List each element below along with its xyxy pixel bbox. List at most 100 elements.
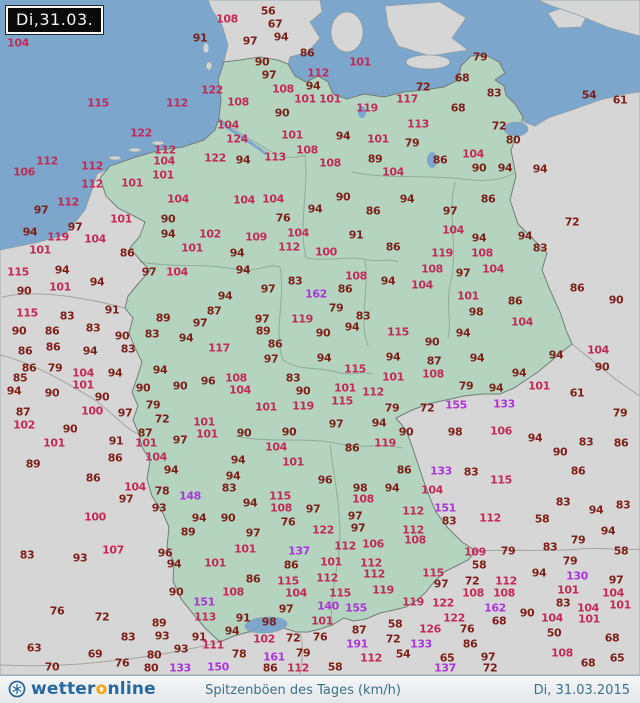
gust-value: 83 xyxy=(19,548,35,562)
gust-value: 104 xyxy=(262,192,284,206)
gust-value: 162 xyxy=(484,601,506,615)
gust-value: 86 xyxy=(432,153,448,167)
gust-value: 137 xyxy=(434,661,456,675)
gust-value: 83 xyxy=(221,481,237,495)
gust-value: 90 xyxy=(274,106,290,120)
gust-value: 101 xyxy=(281,128,303,142)
gust-value: 97 xyxy=(254,312,270,326)
gust-value: 101 xyxy=(294,92,316,106)
gust-value: 108 xyxy=(272,82,294,96)
gust-value: 101 xyxy=(320,555,342,569)
gust-value: 101 xyxy=(282,455,304,469)
gust-value: 97 xyxy=(117,406,133,420)
gust-value: 83 xyxy=(578,435,594,449)
gust-value: 79 xyxy=(145,398,161,412)
gust-value: 83 xyxy=(555,495,571,509)
gust-value: 108 xyxy=(493,586,515,600)
gust-value: 86 xyxy=(569,281,585,295)
gust-value: 94 xyxy=(488,381,504,395)
gust-value: 94 xyxy=(230,453,246,467)
gust-value: 87 xyxy=(351,623,367,637)
gust-value: 112 xyxy=(166,96,188,110)
gust-value: 104 xyxy=(84,232,106,246)
gust-value: 79 xyxy=(404,136,420,150)
gust-value: 89 xyxy=(25,457,41,471)
gust-value: 115 xyxy=(329,586,351,600)
gust-value: 96 xyxy=(317,473,333,487)
gust-value: 113 xyxy=(194,610,216,624)
gust-value: 109 xyxy=(245,230,267,244)
wetteronline-logo[interactable]: wetteronline xyxy=(8,679,156,699)
gust-value: 101 xyxy=(578,612,600,626)
gust-value: 104 xyxy=(541,611,563,625)
gust-value: 90 xyxy=(168,585,184,599)
gust-value: 94 xyxy=(224,624,240,638)
gust-value: 119 xyxy=(47,230,69,244)
gust-value: 108 xyxy=(471,246,493,260)
gust-value: 58 xyxy=(327,660,343,674)
gust-value: 83 xyxy=(615,498,631,512)
gust-value: 150 xyxy=(207,660,229,674)
gust-value: 101 xyxy=(334,381,356,395)
gust-value: 98 xyxy=(352,481,368,495)
gust-value: 104 xyxy=(124,480,146,494)
islands xyxy=(108,0,640,161)
gust-value: 90 xyxy=(236,426,252,440)
gust-value: 133 xyxy=(169,661,191,675)
gust-value: 86 xyxy=(17,344,33,358)
gust-value: 72 xyxy=(482,661,498,675)
gust-value: 101 xyxy=(43,436,65,450)
gust-value: 94 xyxy=(6,384,22,398)
gust-value: 76 xyxy=(114,656,130,670)
gust-value: 119 xyxy=(292,399,314,413)
gust-value: 101 xyxy=(181,241,203,255)
gust-value: 94 xyxy=(54,263,70,277)
gust-value: 111 xyxy=(202,638,224,652)
gust-value: 78 xyxy=(231,647,247,661)
gust-value: 122 xyxy=(312,523,334,537)
gust-value: 161 xyxy=(263,650,285,664)
gust-value: 63 xyxy=(26,641,42,655)
gust-value: 69 xyxy=(87,647,103,661)
gust-value: 97 xyxy=(455,266,471,280)
gust-value: 72 xyxy=(415,80,431,94)
germany-shape xyxy=(99,54,573,643)
gust-value: 108 xyxy=(462,586,484,600)
gust-value: 86 xyxy=(337,282,353,296)
gust-value: 119 xyxy=(372,583,394,597)
gust-value: 90 xyxy=(315,326,331,340)
gust-value: 94 xyxy=(82,344,98,358)
gust-value: 76 xyxy=(275,211,291,225)
gust-value: 101 xyxy=(204,556,226,570)
gust-value: 126 xyxy=(419,622,441,636)
gust-value: 67 xyxy=(267,17,283,31)
gust-value: 155 xyxy=(345,601,367,615)
gust-value: 90 xyxy=(471,161,487,175)
gust-value: 90 xyxy=(114,329,130,343)
gust-value: 101 xyxy=(319,92,341,106)
elbe-river xyxy=(217,118,267,156)
gust-value: 97 xyxy=(260,282,276,296)
germany-map xyxy=(0,0,640,675)
gust-value: 104 xyxy=(482,262,504,276)
gust-value: 54 xyxy=(395,647,411,661)
gust-value: 104 xyxy=(166,265,188,279)
gust-value: 87 xyxy=(15,405,31,419)
gust-value: 89 xyxy=(180,525,196,539)
gust-value: 80 xyxy=(505,133,521,147)
gust-value: 90 xyxy=(44,386,60,400)
gust-value: 119 xyxy=(402,595,424,609)
gust-value: 85 xyxy=(12,371,28,385)
gust-value: 79 xyxy=(562,554,578,568)
gust-value: 104 xyxy=(265,440,287,454)
gust-value: 97 xyxy=(261,68,277,82)
gust-value: 94 xyxy=(517,229,533,243)
gust-value: 83 xyxy=(486,86,502,100)
gust-value: 97 xyxy=(242,34,258,48)
gust-value: 97 xyxy=(141,265,157,279)
gust-value: 101 xyxy=(110,212,132,226)
gust-value: 90 xyxy=(281,425,297,439)
gust-value: 101 xyxy=(382,370,404,384)
gust-value: 117 xyxy=(396,92,418,106)
gust-value: 101 xyxy=(72,378,94,392)
